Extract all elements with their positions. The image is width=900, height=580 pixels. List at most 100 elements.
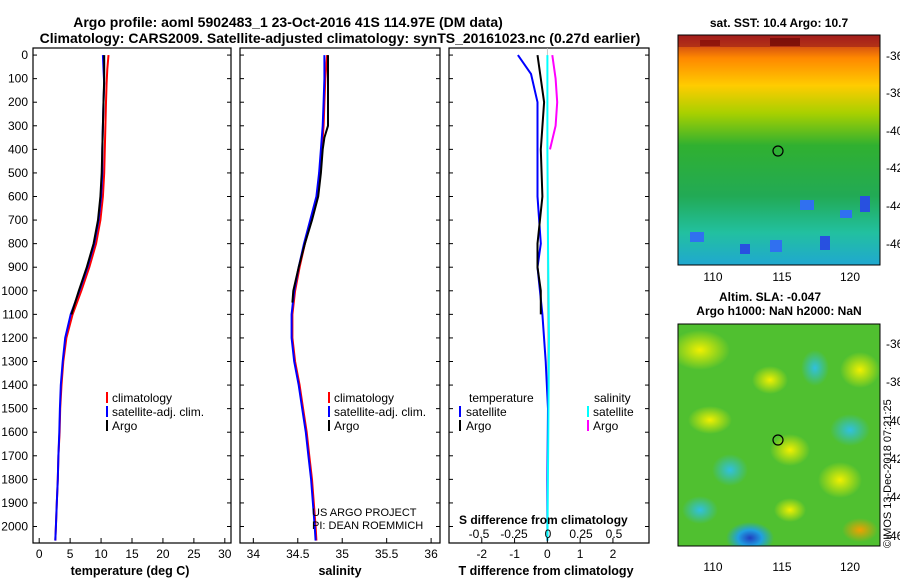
temperature-panel-frame xyxy=(32,47,232,544)
sst-map-xticks: 110 115 120 xyxy=(703,270,860,284)
difference-panel-frame xyxy=(448,47,650,544)
sla-ytick: -36 xyxy=(886,337,900,351)
salinity-axis-label: salinity xyxy=(318,564,361,578)
series-line-argo xyxy=(291,55,329,303)
legend-climatology: climatology xyxy=(334,391,394,405)
sla-map-title-line1: Altim. SLA: -0.047 xyxy=(719,290,821,304)
series-line-satellite-adj-clim- xyxy=(290,55,326,541)
depth-tick-label: 600 xyxy=(8,190,28,204)
salinity-difference-ticks: -0.5 -0.25 0 0.25 0.5 xyxy=(469,527,623,541)
difference-series xyxy=(517,48,559,543)
depth-tick-label: 700 xyxy=(8,213,28,227)
x-tick-label: 1 xyxy=(577,547,584,561)
x-tick-label: 34.5 xyxy=(286,547,310,561)
depth-tick-label: 1000 xyxy=(1,284,28,298)
sst-ytick: -38 xyxy=(886,86,900,100)
x-axis-ticks: 0 5 10 15 20 25 30 34 34.5 35 35.5 36 -2 -1 0 1 2 xyxy=(36,538,617,561)
salinity-series xyxy=(290,55,329,541)
difference-legend: temperature satellite Argo salinity sate… xyxy=(459,391,634,433)
x-tick-label: 36 xyxy=(424,547,438,561)
depth-tick-label: 300 xyxy=(8,119,28,133)
sst-xtick: 110 xyxy=(703,270,722,284)
series-line-salinity-argo xyxy=(549,54,559,150)
legend-satellite: satellite-adj. clim. xyxy=(112,405,204,419)
sst-xtick: 115 xyxy=(772,270,791,284)
sst-map-yticks: -36 -38 -40 -42 -44 -46 xyxy=(886,49,900,251)
depth-tick-label: 1700 xyxy=(1,449,28,463)
sst-argo-location-marker xyxy=(772,145,784,157)
x-tick-label: 10 xyxy=(94,547,108,561)
depth-tick-label: 1800 xyxy=(1,472,28,486)
series-line-climatology xyxy=(54,55,110,541)
sla-xtick: 120 xyxy=(840,560,860,574)
diff-top-tick: 0.25 xyxy=(569,527,593,541)
depth-tick-label: 2000 xyxy=(1,520,28,534)
x-tick-label: 25 xyxy=(187,547,201,561)
temperature-legend: climatology satellite-adj. clim. Argo xyxy=(106,391,204,433)
depth-tick-label: 1600 xyxy=(1,425,28,439)
legend-satellite: satellite-adj. clim. xyxy=(334,405,426,419)
sst-ytick: -42 xyxy=(886,161,900,175)
credit-project: US ARGO PROJECT xyxy=(312,507,417,519)
x-tick-label: -1 xyxy=(509,547,520,561)
legend-temperature-header: temperature xyxy=(469,391,534,405)
salinity-legend: climatology satellite-adj. clim. Argo xyxy=(328,391,426,433)
sla-ytick: -44 xyxy=(886,490,900,504)
legend-argo: Argo xyxy=(112,419,138,433)
salinity-panel-frame xyxy=(239,47,441,544)
depth-tick-label: 800 xyxy=(8,237,28,251)
x-tick-label: 34 xyxy=(247,547,261,561)
x-tick-label: 15 xyxy=(125,547,139,561)
x-tick-label: 0 xyxy=(544,547,551,561)
diff-top-tick: 0.5 xyxy=(606,527,623,541)
sst-xtick: 120 xyxy=(840,270,860,284)
sst-ytick: -44 xyxy=(886,199,900,213)
figure-title-line2: Climatology: CARS2009. Satellite-adjuste… xyxy=(40,30,641,46)
figure-title-line1: Argo profile: aoml 5902483_1 23-Oct-2016… xyxy=(73,14,503,30)
legend-sal-argo: Argo xyxy=(593,419,619,433)
sla-ytick: -42 xyxy=(886,452,900,466)
sla-argo-location-marker xyxy=(772,434,784,446)
x-tick-label: 5 xyxy=(67,547,74,561)
x-tick-label: 30 xyxy=(218,547,232,561)
diff-top-tick: -0.25 xyxy=(500,527,528,541)
depth-tick-label: 400 xyxy=(8,142,28,156)
legend-temp-argo: Argo xyxy=(466,419,492,433)
sla-map-title-line2: Argo h1000: NaN h2000: NaN xyxy=(696,304,861,318)
sla-xtick: 115 xyxy=(772,560,791,574)
sst-ytick: -36 xyxy=(886,49,900,63)
depth-tick-label: 1200 xyxy=(1,331,28,345)
sla-map-xticks: 110 115 120 xyxy=(703,560,860,574)
sla-xtick: 110 xyxy=(703,560,722,574)
x-tick-label: -2 xyxy=(476,547,487,561)
sla-ytick: -46 xyxy=(886,529,900,543)
temperature-axis-label: temperature (deg C) xyxy=(71,564,190,578)
series-line-temperature-satellite xyxy=(517,54,549,541)
legend-sal-satellite: satellite xyxy=(593,405,634,419)
depth-tick-label: 1300 xyxy=(1,355,28,369)
depth-tick-label: 1500 xyxy=(1,402,28,416)
temperature-series xyxy=(54,55,110,541)
x-tick-label: 0 xyxy=(36,547,43,561)
depth-tick-label: 200 xyxy=(8,95,28,109)
diff-top-tick: -0.5 xyxy=(469,527,490,541)
sla-ytick: -40 xyxy=(886,414,900,428)
credit-pi: PI: DEAN ROEMMICH xyxy=(312,520,423,532)
x-tick-label: 2 xyxy=(610,547,617,561)
depth-tick-label: 1100 xyxy=(2,307,28,321)
sst-ytick: -46 xyxy=(886,237,900,251)
difference-axis-label: T difference from climatology xyxy=(458,564,633,578)
depth-tick-label: 0 xyxy=(21,48,28,62)
depth-tick-label: 1900 xyxy=(1,496,28,510)
x-tick-label: 35 xyxy=(336,547,350,561)
sla-map-yticks: -36 -38 -40 -42 -44 -46 xyxy=(886,337,900,543)
sst-map-title: sat. SST: 10.4 Argo: 10.7 xyxy=(710,16,849,30)
depth-tick-label: 1400 xyxy=(1,378,28,392)
depth-tick-label: 900 xyxy=(8,260,28,274)
x-tick-label: 35.5 xyxy=(375,547,399,561)
imos-watermark: ©IMOS 13-Dec-2018 07:21:25 xyxy=(882,399,894,548)
sst-ytick: -40 xyxy=(886,124,900,138)
depth-axis: 0 100 200 300 400 500 600 700 800 900 1000 1100 1200… xyxy=(1,48,649,534)
sla-map-image xyxy=(678,324,880,546)
